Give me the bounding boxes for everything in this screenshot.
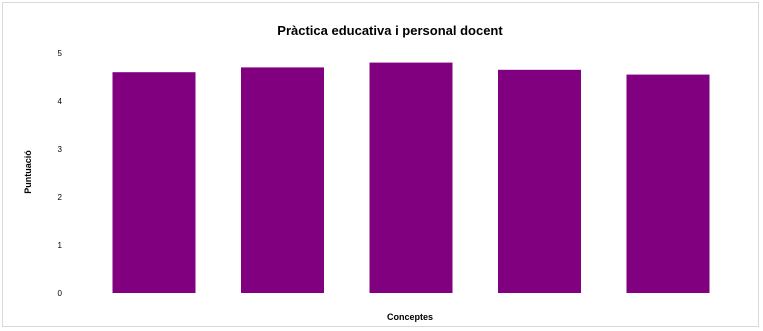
chart-title: Pràctica educativa i personal docent	[277, 23, 503, 38]
bar-2	[241, 67, 324, 294]
y-tick-label: 4	[58, 97, 63, 106]
bar-3	[369, 62, 453, 293]
x-axis-label: Conceptes	[387, 312, 433, 322]
y-tick-label: 0	[58, 289, 63, 298]
bar-1	[112, 72, 196, 293]
bar-5	[626, 74, 710, 293]
y-tick-label: 2	[58, 193, 63, 202]
y-tick-label: 1	[58, 241, 63, 250]
y-axis-label: Puntuació	[23, 150, 33, 194]
y-tick-labels: 0 1 2 3 4 5	[58, 49, 63, 298]
bar-4	[498, 69, 581, 293]
bars	[112, 62, 710, 294]
y-tick-label: 3	[58, 145, 63, 154]
y-tick-label: 5	[58, 49, 63, 58]
